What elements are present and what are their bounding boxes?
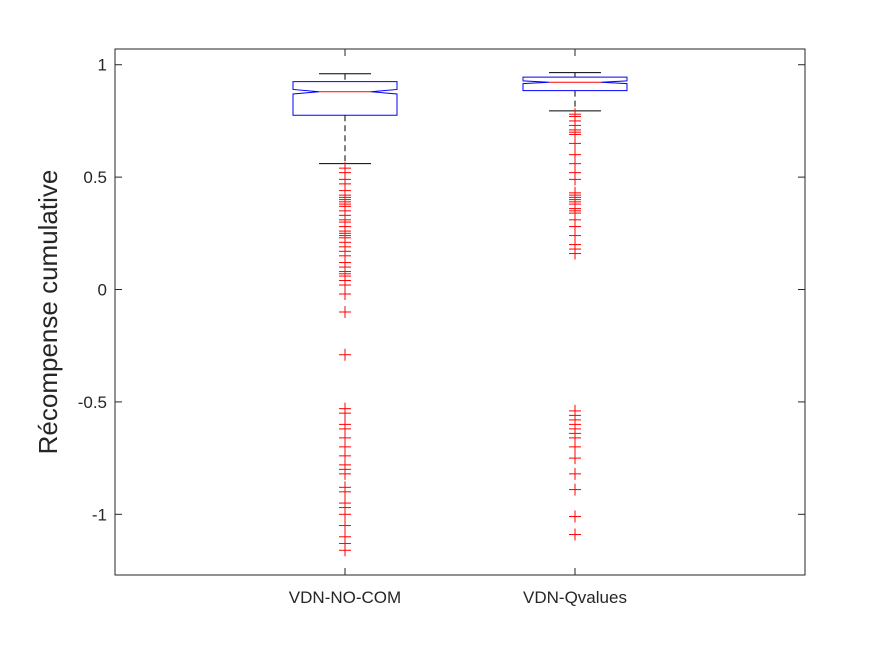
outlier-marker [569, 510, 581, 523]
outlier-marker [569, 137, 581, 150]
outlier-marker [569, 467, 581, 480]
x-axis: VDN-NO-COM VDN-Qvalues [289, 49, 627, 607]
y-axis: 1 0.5 0 -0.5 -1 [78, 56, 805, 524]
axes-box [114, 48, 806, 576]
outlier-marker [339, 508, 351, 521]
outlier-marker [339, 485, 351, 498]
outlier-marker [569, 173, 581, 186]
outlier-marker [569, 452, 581, 465]
outlier-marker [339, 288, 351, 301]
outlier-marker [569, 440, 581, 453]
plot-area [292, 72, 628, 557]
outlier-marker [339, 467, 351, 480]
y-tick-label: 0.5 [83, 168, 107, 187]
box-group [292, 73, 398, 557]
outlier-marker [339, 407, 351, 420]
outlier-marker [569, 528, 581, 541]
outlier-marker [339, 306, 351, 318]
y-tick-label: -0.5 [78, 393, 107, 412]
y-tick-label: -1 [92, 505, 107, 524]
box-group [522, 72, 628, 541]
y-tick-label: 0 [98, 281, 107, 300]
y-axis-label: Récompense cumulative [33, 170, 63, 455]
outlier-marker [339, 348, 351, 361]
y-tick-label: 1 [98, 56, 107, 75]
outlier-marker [569, 247, 581, 260]
outlier-marker [339, 544, 351, 557]
x-tick-label: VDN-NO-COM [289, 588, 401, 607]
notched-box [522, 76, 628, 92]
x-tick-label: VDN-Qvalues [523, 588, 627, 607]
notched-box [292, 81, 398, 116]
outlier-marker [569, 483, 581, 496]
outlier-marker [339, 519, 351, 532]
